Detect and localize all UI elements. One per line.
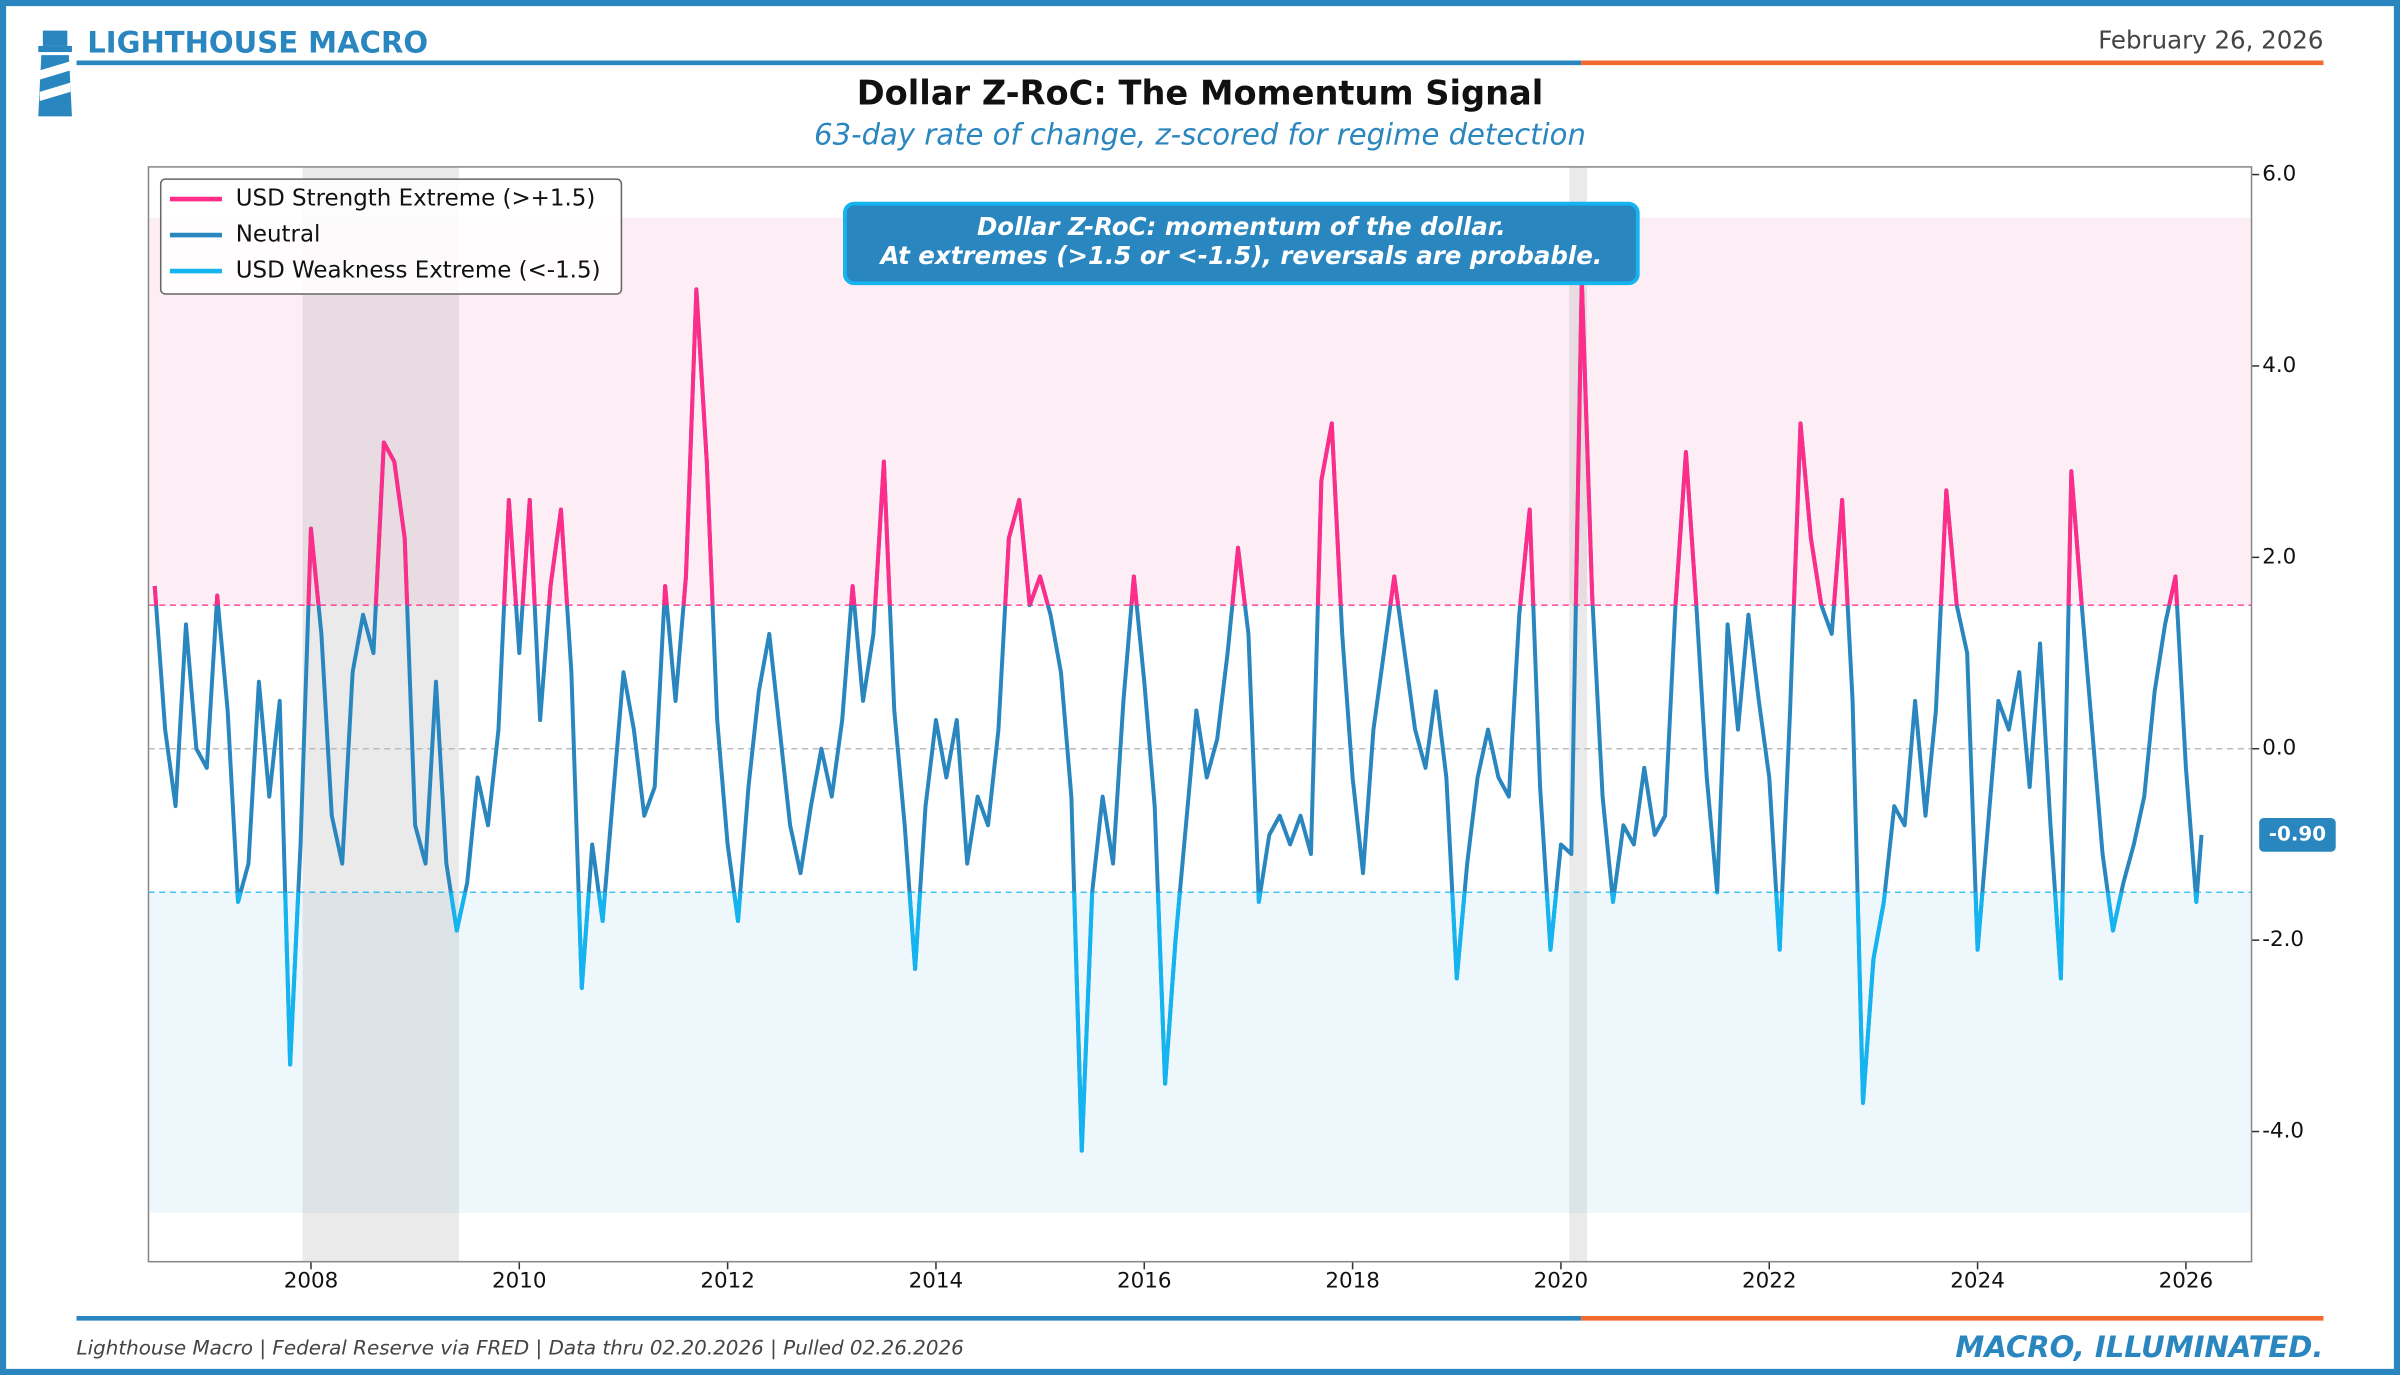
- y-tick-label: -2.0: [2262, 927, 2304, 952]
- chart-title: Dollar Z-RoC: The Momentum Signal: [857, 73, 1544, 112]
- source: Lighthouse Macro | Federal Reserve via F…: [77, 1336, 964, 1359]
- x-tick-label: 2008: [284, 1269, 339, 1294]
- x-tick-label: 2022: [1742, 1269, 1797, 1294]
- recession-shade: [1569, 166, 1587, 1262]
- chart-subtitle: 63-day rate of change, z-scored for regi…: [814, 117, 1586, 151]
- annotation-box: [842, 201, 1640, 286]
- x-tick-label: 2014: [909, 1269, 964, 1294]
- x-tick-label: 2018: [1325, 1269, 1380, 1294]
- annotation-text: Dollar Z-RoC: momentum of the dollar.: [977, 212, 1506, 241]
- legend-label: USD Weakness Extreme (<-1.5): [236, 258, 601, 284]
- x-tick-label: 2020: [1534, 1269, 1589, 1294]
- x-tick-label: 2016: [1117, 1269, 1172, 1294]
- y-tick-label: 0.0: [2262, 736, 2296, 761]
- x-tick-label: 2026: [2159, 1269, 2214, 1294]
- y-tick-label: 4.0: [2262, 353, 2296, 378]
- z-roc-line-extreme: [235, 892, 2200, 1153]
- last-value-box: [2259, 818, 2336, 852]
- last-value-label: -0.90: [2269, 822, 2326, 845]
- y-tick-label: 6.0: [2262, 162, 2296, 187]
- legend-label: USD Strength Extreme (>+1.5): [236, 186, 596, 212]
- annotation-text: At extremes (>1.5 or <-1.5), reversals a…: [878, 241, 1602, 270]
- date: February 26, 2026: [2098, 25, 2323, 54]
- plot: -4.0 -2.0 0.0 2.0 4.0 6.0 2008 2010 2012 2014 2016…: [147, 162, 2336, 1294]
- logo: [38, 30, 72, 117]
- x-tick-label: 2012: [700, 1269, 755, 1294]
- y-tick-label: -4.0: [2262, 1119, 2304, 1144]
- legend-label: Neutral: [236, 222, 321, 248]
- tagline: MACRO, ILLUMINATED.: [1955, 1330, 2323, 1364]
- x-tick-label: 2024: [1950, 1269, 2005, 1294]
- brand: LIGHTHOUSE MACRO: [87, 25, 428, 59]
- regime-band: [148, 892, 2252, 1213]
- plot-frame: [147, 166, 2253, 1263]
- y-tick-label: 2.0: [2262, 544, 2296, 569]
- x-tick-label: 2010: [492, 1269, 547, 1294]
- legend-box: [159, 178, 623, 295]
